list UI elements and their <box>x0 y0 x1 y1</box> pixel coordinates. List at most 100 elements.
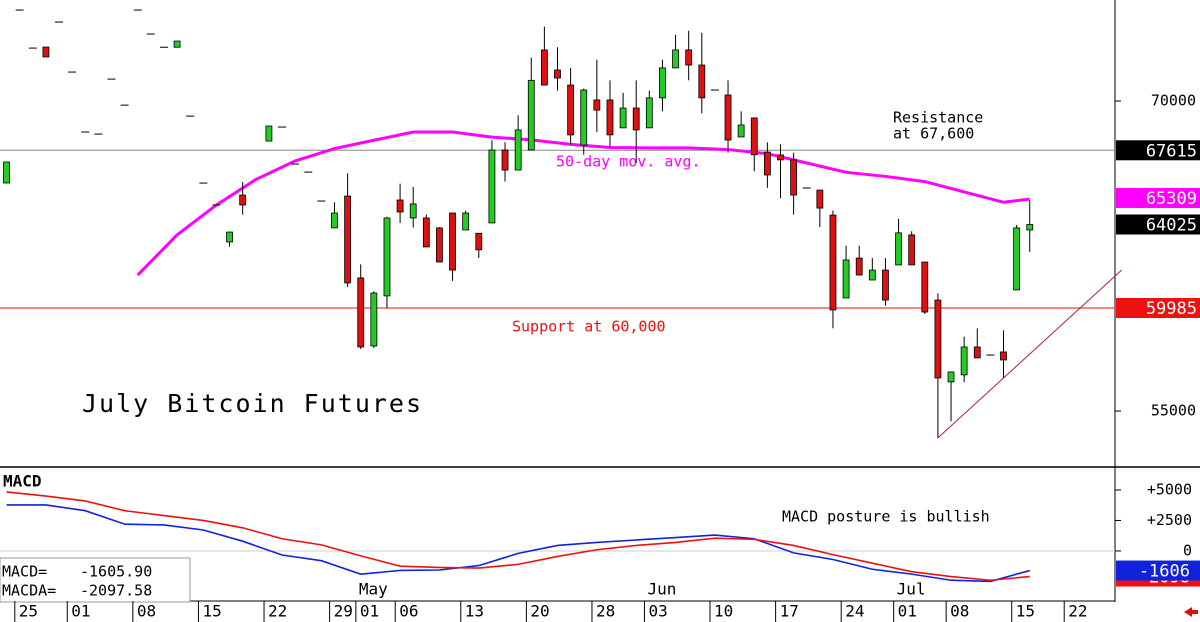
candle-body <box>593 99 601 111</box>
x-tick-label: 22 <box>268 602 287 621</box>
candle-body <box>409 203 417 219</box>
x-tick-label: 22 <box>1068 602 1087 621</box>
month-label: Jul <box>897 580 926 599</box>
candle-body <box>514 129 522 171</box>
readout-label: MACDA= <box>2 582 56 600</box>
x-tick-label: 29 <box>334 602 353 621</box>
candle-body <box>737 124 745 138</box>
x-tick-label: 08 <box>950 602 969 621</box>
readout-label: MACD= <box>2 563 47 581</box>
price-tag <box>1116 298 1200 319</box>
candle-body <box>960 346 968 376</box>
x-tick-label: 10 <box>714 602 733 621</box>
candle-body <box>239 194 247 206</box>
y-tick-label: 70000 <box>1151 91 1196 109</box>
candle-body <box>226 231 233 243</box>
chart-title: July Bitcoin Futures <box>82 389 423 418</box>
candle-body <box>488 149 496 224</box>
macd-y-tick-label: +2500 <box>1147 511 1192 529</box>
x-tick-label: 08 <box>137 602 156 621</box>
candle-body <box>632 107 640 131</box>
price-tag <box>1116 187 1200 208</box>
candle-body <box>42 46 50 58</box>
x-tick-label: 28 <box>596 602 615 621</box>
candle-body <box>422 217 430 248</box>
price-tag-label: 65309 <box>1146 189 1197 209</box>
x-tick-label: 17 <box>780 602 799 621</box>
price-tag <box>1116 140 1200 161</box>
macd-y-tick-label: +5000 <box>1147 480 1192 498</box>
candle-body <box>567 84 575 136</box>
candle-body <box>763 151 771 176</box>
candle-body <box>1026 224 1034 231</box>
candle-body <box>540 49 548 86</box>
candle-body <box>173 40 181 48</box>
annotation: Support at 60,000 <box>512 318 666 336</box>
x-tick-label: 24 <box>845 602 864 621</box>
candle-body <box>462 212 470 231</box>
candle-body <box>855 257 863 276</box>
candle-body <box>501 149 509 171</box>
candle-body <box>947 371 955 383</box>
macd-tag-label: -1606 <box>1139 562 1190 582</box>
candle-body <box>580 89 588 146</box>
candle-body <box>921 261 929 313</box>
candle-body <box>685 49 693 66</box>
ma-label: 50-day mov. avg. <box>556 153 701 171</box>
candle-body <box>659 67 666 99</box>
candle-body <box>868 269 876 281</box>
candle-body <box>1013 227 1021 291</box>
candle-body <box>606 99 614 136</box>
candle-body <box>777 154 784 161</box>
candle-body <box>829 214 837 311</box>
x-tick-label: 01 <box>898 602 917 621</box>
price-tag-label: 64025 <box>1146 215 1197 235</box>
readout-value: -1605.90 <box>80 563 152 581</box>
x-tick-label: 20 <box>530 602 549 621</box>
x-tick-label: 03 <box>648 602 667 621</box>
candle-body <box>1000 351 1007 361</box>
annotation: Resistance <box>893 109 983 127</box>
nav-arrow[interactable] <box>1184 607 1198 617</box>
candle-body <box>973 346 981 359</box>
readout-box <box>0 557 191 603</box>
month-label: May <box>359 580 388 599</box>
candle-body <box>383 217 391 297</box>
candle-body <box>475 232 483 251</box>
candle-body <box>698 64 706 99</box>
macd-y-tick-label: 0 <box>1183 541 1192 559</box>
candle-body <box>816 189 824 209</box>
candle-body <box>895 232 902 266</box>
x-tick-label: 01 <box>360 602 379 621</box>
candle-body <box>449 212 456 271</box>
candle-body <box>396 199 404 213</box>
candle-body <box>554 69 561 79</box>
annotation: at 67,600 <box>893 125 974 143</box>
candle-body <box>370 292 378 347</box>
month-label: Jun <box>647 580 676 599</box>
macd-line <box>6 504 1030 583</box>
candle-body <box>619 107 627 129</box>
candle-body <box>934 299 942 379</box>
macd-title: MACD <box>3 472 42 491</box>
x-tick-label: 15 <box>202 602 221 621</box>
candle-body <box>3 161 10 184</box>
candle-body <box>645 97 653 129</box>
candle-body <box>842 259 850 299</box>
candle-body <box>724 94 732 141</box>
x-tick-label: 25 <box>19 602 38 621</box>
candle-body <box>790 159 798 196</box>
candle-body <box>344 195 352 284</box>
candle-body <box>436 227 443 263</box>
candle-body <box>527 79 535 151</box>
price-tag-label: 59985 <box>1146 299 1197 319</box>
candle-body <box>882 269 889 301</box>
candle-body <box>265 125 273 142</box>
trendline <box>937 269 1122 439</box>
x-tick-label: 15 <box>1016 602 1035 621</box>
macd-line <box>6 491 1030 582</box>
price-tag <box>1116 214 1200 235</box>
macd-tag <box>1116 560 1200 581</box>
